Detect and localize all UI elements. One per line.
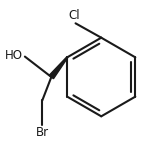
Text: Br: Br xyxy=(36,126,49,139)
Text: Cl: Cl xyxy=(68,9,80,22)
Polygon shape xyxy=(49,57,68,79)
Text: HO: HO xyxy=(5,49,23,62)
